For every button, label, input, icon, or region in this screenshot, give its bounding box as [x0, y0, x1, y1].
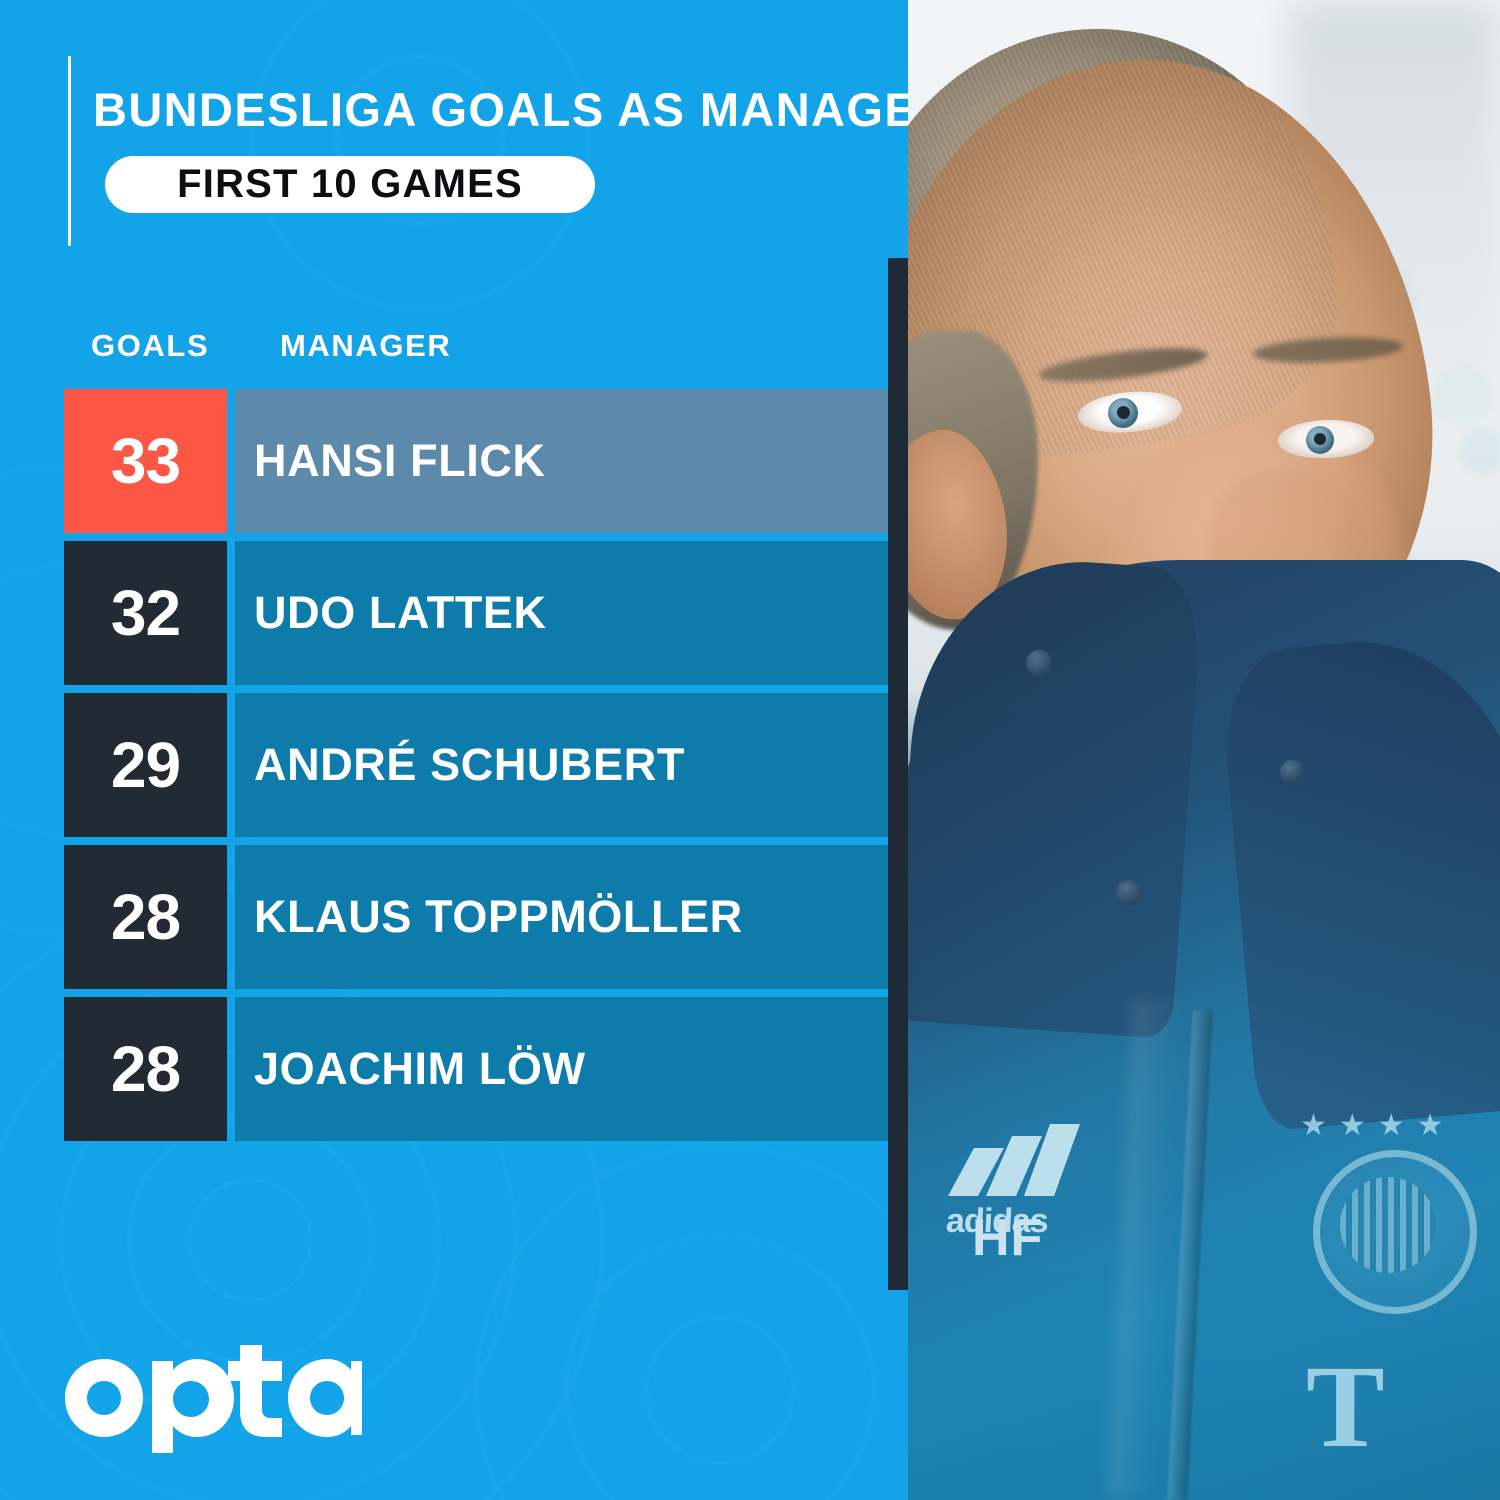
manager-name: HANSI FLICK: [254, 435, 546, 486]
photo-jacket-stud-1: [1026, 650, 1052, 676]
manager-name: UDO LATTEK: [254, 587, 547, 638]
subtitle-pill-label: FIRST 10 GAMES: [177, 162, 523, 206]
manager-name: KLAUS TOPPMÖLLER: [254, 891, 743, 942]
goals-cell: 33: [64, 389, 227, 533]
manager-name: ANDRÉ SCHUBERT: [254, 739, 685, 790]
column-header-goals: GOALS: [91, 328, 210, 363]
photo-pupil-left: [1117, 406, 1130, 419]
goals-cell: 28: [64, 845, 227, 989]
goals-value: 33: [110, 425, 181, 497]
goals-value: 28: [110, 881, 181, 953]
photo-pupil-right: [1314, 433, 1326, 445]
manager-cell: ANDRÉ SCHUBERT: [235, 693, 890, 837]
managers-table: 33 HANSI FLICK 32 UDO LATTEK 29 ANDRÉ SCHUBER…: [64, 389, 890, 1149]
goals-cell: 32: [64, 541, 227, 685]
photo-jacket-stud-3: [1280, 760, 1304, 784]
goals-value: 28: [110, 1033, 181, 1105]
manager-cell: UDO LATTEK: [235, 541, 890, 685]
goals-cell: 29: [64, 693, 227, 837]
table-row: 33 HANSI FLICK: [64, 389, 890, 533]
adidas-logo-icon: adidas: [938, 1118, 1128, 1278]
manager-cell: JOACHIM LÖW: [235, 997, 890, 1141]
title-accent-rule: [68, 56, 71, 246]
photo-jacket-collar-right: [1217, 627, 1500, 1133]
jacket-initials: HF: [972, 1209, 1044, 1267]
table-row: 28 KLAUS TOPPMÖLLER: [64, 845, 890, 989]
goals-value: 29: [110, 729, 181, 801]
page-title: BUNDESLIGA GOALS AS MANAGER: [93, 83, 953, 136]
table-row: 28 JOACHIM LÖW: [64, 997, 890, 1141]
manager-cell: HANSI FLICK: [235, 389, 890, 533]
column-header-manager: MANAGER: [280, 328, 452, 363]
manager-name: JOACHIM LÖW: [254, 1043, 586, 1094]
photo-jacket-stud-2: [1116, 880, 1142, 906]
manager-cell: KLAUS TOPPMÖLLER: [235, 845, 890, 989]
opta-logo: [62, 1345, 372, 1455]
crest-stars-icon: ★★★★: [1300, 1109, 1456, 1142]
table-row: 29 ANDRÉ SCHUBERT: [64, 693, 890, 837]
subtitle-pill: FIRST 10 GAMES: [105, 156, 595, 213]
manager-photo: adidas HF ★★★★ T: [908, 0, 1500, 1500]
sponsor-logo: T: [1306, 1341, 1385, 1472]
table-row: 32 UDO LATTEK: [64, 541, 890, 685]
goals-value: 32: [110, 577, 181, 649]
fc-bayern-crest-inner: [1340, 1177, 1436, 1273]
goals-cell: 28: [64, 997, 227, 1141]
